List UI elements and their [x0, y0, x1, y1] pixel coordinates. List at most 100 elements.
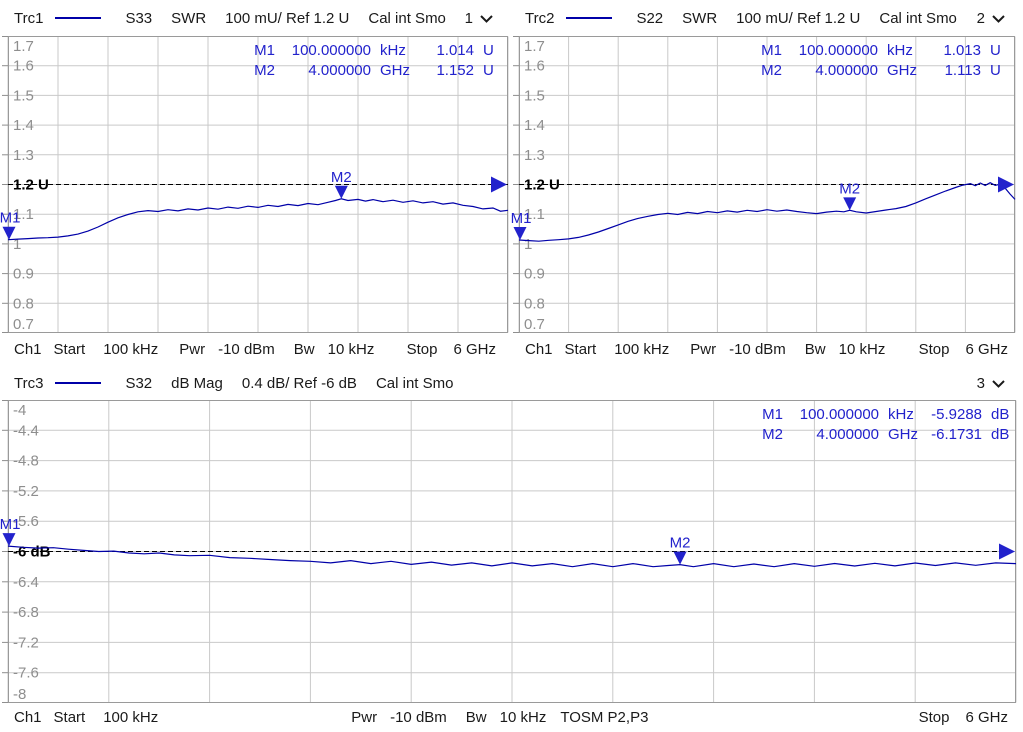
bandwidth-label: Bw	[293, 341, 315, 358]
marker-value-unit: U	[483, 42, 494, 59]
marker-frequency-unit: GHz	[887, 62, 917, 79]
marker-M2-triangle-icon[interactable]	[334, 185, 348, 199]
marker-M1-label: M1	[0, 210, 20, 227]
bandwidth-value[interactable]: 10 kHz	[838, 341, 886, 358]
window3-chevron-down-icon[interactable]	[992, 380, 1005, 388]
y-tick-label: 1.3	[13, 147, 34, 164]
trace2-cal-status: Cal int Smo	[879, 9, 957, 27]
trace-window-1: Trc1 S33 SWR 100 mU/ Ref 1.2 U Cal int S…	[0, 0, 511, 366]
ref-position-arrow-icon[interactable]	[999, 543, 1015, 560]
marker-readout-row: M2 4.000000 GHz -6.1731 dB	[757, 425, 1011, 445]
start-frequency-value[interactable]: 100 kHz	[103, 709, 159, 726]
trace3-cal-status: Cal int Smo	[375, 374, 454, 392]
channel-label[interactable]: Ch1	[525, 341, 553, 358]
stop-label: Stop	[918, 341, 950, 358]
power-value[interactable]: -10 dBm	[218, 341, 275, 358]
stop-label: Stop	[406, 341, 438, 358]
window1-chevron-down-icon[interactable]	[480, 15, 493, 23]
channel1-footer-window3: Ch1 Start 100 kHz Pwr -10 dBm Bw 10 kHz …	[0, 703, 1023, 732]
trace3-sparam[interactable]: S32	[125, 374, 153, 392]
marker-M2-triangle-icon[interactable]	[843, 197, 857, 211]
marker-frequency: 4.000000	[816, 426, 879, 443]
y-tick-label: 1.6	[13, 58, 34, 75]
trace1-format[interactable]: SWR	[171, 9, 207, 27]
ref-level-label: -6 dB	[13, 544, 51, 561]
marker-value: 1.152	[436, 62, 474, 79]
y-tick-label: 1.4	[524, 117, 545, 134]
y-tick-label: 0.9	[524, 266, 545, 283]
window2-chevron-down-icon[interactable]	[992, 15, 1005, 23]
channel-label[interactable]: Ch1	[14, 341, 42, 358]
trace-line	[7, 545, 1017, 568]
ref-position-arrow-icon[interactable]	[998, 176, 1014, 193]
y-tick-label: 0.7	[13, 316, 34, 333]
trace3-header: Trc3 S32 dB Mag 0.4 dB/ Ref -6 dB Cal in…	[0, 366, 1023, 400]
marker-M1-triangle-icon[interactable]	[513, 227, 527, 241]
power-value[interactable]: -10 dBm	[390, 709, 447, 726]
marker-frequency: 4.000000	[815, 62, 878, 79]
trace3-scale[interactable]: 0.4 dB/ Ref -6 dB	[241, 374, 357, 392]
marker-readout-row: M1 100.000000 kHz -5.9288 dB	[757, 405, 1011, 425]
y-tick-label: 1.1	[524, 206, 545, 223]
trace-window-3: Trc3 S32 dB Mag 0.4 dB/ Ref -6 dB Cal in…	[0, 366, 1023, 732]
y-tick-label: 1.1	[13, 206, 34, 223]
y-tick-label: 1	[524, 236, 532, 253]
ref-position-arrow-icon[interactable]	[491, 176, 507, 193]
trace3-name[interactable]: Trc3	[14, 374, 44, 392]
trace2-scale[interactable]: 100 mU/ Ref 1.2 U	[736, 9, 861, 27]
bandwidth-label: Bw	[465, 709, 487, 726]
y-tick-label: 1.7	[524, 38, 545, 55]
trace2-format[interactable]: SWR	[682, 9, 718, 27]
y-tick-label: 1.4	[13, 117, 34, 134]
marker-frequency-unit: GHz	[380, 62, 410, 79]
marker-value: 1.113	[944, 62, 981, 79]
trace3-plot-area[interactable]: -4 -4.4 -4.8 -5.2 -5.6 -6 dB -6.4 -6.8 -7.2 -7.6 -…	[0, 400, 1023, 703]
bandwidth-value[interactable]: 10 kHz	[499, 709, 547, 726]
trace1-name[interactable]: Trc1	[14, 9, 44, 27]
y-tick-label: -7.2	[13, 634, 39, 651]
y-tick-label: 1.5	[13, 87, 34, 104]
start-frequency-value[interactable]: 100 kHz	[103, 341, 159, 358]
stop-frequency-value[interactable]: 6 GHz	[965, 709, 1008, 726]
trace3-format[interactable]: dB Mag	[171, 374, 223, 392]
marker-value-unit: dB	[991, 406, 1010, 423]
marker-name: M1	[254, 42, 275, 59]
marker-value-unit: U	[990, 62, 1001, 79]
window2-number[interactable]: 2	[976, 9, 985, 27]
trace1-plot-area[interactable]: 1.7 1.6 1.5 1.4 1.3 1.2 U 1.1 1 0.9 0.8 0.7 M1 M2 M1 1…	[0, 36, 511, 333]
channel-label[interactable]: Ch1	[14, 709, 42, 726]
marker-readout: M1 100.000000 kHz -5.9288 dB M2 4.000000 GHz -6.…	[757, 405, 1011, 445]
stop-frequency-value[interactable]: 6 GHz	[453, 341, 496, 358]
trace1-sparam[interactable]: S33	[125, 9, 153, 27]
marker-M2-triangle-icon[interactable]	[673, 551, 687, 565]
power-label: Pwr	[179, 341, 206, 358]
marker-name: M2	[761, 62, 782, 79]
start-label: Start	[53, 341, 86, 358]
trace1-scale[interactable]: 100 mU/ Ref 1.2 U	[225, 9, 350, 27]
trace2-header: Trc2 S22 SWR 100 mU/ Ref 1.2 U Cal int S…	[511, 0, 1023, 36]
window3-number[interactable]: 3	[976, 374, 985, 392]
marker-readout-row: M2 4.000000 GHz 1.152 U	[249, 61, 503, 81]
power-value[interactable]: -10 dBm	[729, 341, 786, 358]
marker-M2-label: M2	[839, 180, 860, 197]
chart-svg: 1.7 1.6 1.5 1.4 1.3 1.2 U 1.1 1 0.9 0.8 0.7 M1 M2	[511, 36, 1016, 333]
marker-M1-triangle-icon[interactable]	[2, 533, 16, 547]
marker-M1-triangle-icon[interactable]	[2, 226, 16, 240]
marker-frequency: 100.000000	[799, 406, 879, 423]
window1-number[interactable]: 1	[464, 9, 473, 27]
ref-level-label: 1.2 U	[524, 177, 560, 194]
stop-frequency-value[interactable]: 6 GHz	[965, 341, 1008, 358]
bandwidth-value[interactable]: 10 kHz	[327, 341, 375, 358]
marker-M1-label: M1	[0, 516, 20, 533]
marker-name: M1	[762, 406, 783, 423]
marker-readout-row: M1 100.000000 kHz 1.014 U	[249, 41, 503, 61]
y-tick-label: 1.3	[524, 147, 545, 164]
y-tick-label: 0.9	[13, 266, 34, 283]
trace2-sparam[interactable]: S22	[636, 9, 664, 27]
marker-readout: M1 100.000000 kHz 1.013 U M2 4.000000 GHz 1.113 U	[756, 41, 1010, 81]
marker-value-unit: U	[990, 42, 1001, 59]
trace2-name[interactable]: Trc2	[525, 9, 555, 27]
y-tick-label: -5.6	[13, 513, 39, 530]
start-frequency-value[interactable]: 100 kHz	[614, 341, 670, 358]
trace2-plot-area[interactable]: 1.7 1.6 1.5 1.4 1.3 1.2 U 1.1 1 0.9 0.8 0.7 M1 M2 M1 1…	[511, 36, 1023, 333]
